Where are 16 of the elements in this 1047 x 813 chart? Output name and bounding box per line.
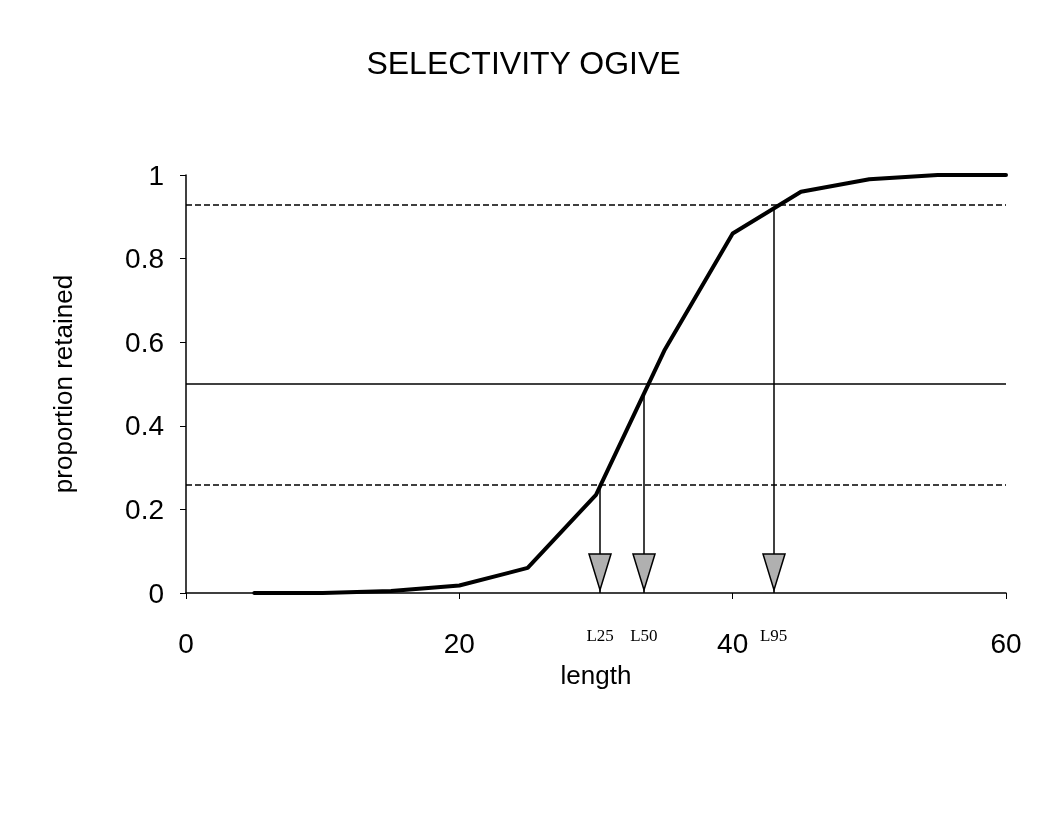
y-axis-title: proportion retained [48, 274, 78, 494]
y-tick-label: 0.8 [125, 243, 164, 275]
x-tick-label: 0 [178, 627, 194, 659]
x-tick-label: 20 [443, 627, 475, 659]
x-tick-label: 60 [990, 627, 1022, 659]
chart-title: SELECTIVITY OGIVE [366, 45, 681, 81]
y-tick-label: 0.4 [125, 410, 164, 442]
x-tick-label: 40 [717, 627, 749, 659]
x-axis-title: length [560, 659, 632, 690]
y-tick-label: 0 [148, 577, 164, 609]
y-tick-label: 0.2 [125, 493, 164, 525]
ref-line-label: L95 [759, 626, 788, 645]
ref-line-label: L25 [586, 626, 614, 645]
y-tick-label: 1 [148, 159, 164, 191]
ref-line-label: L50 [630, 626, 658, 645]
y-tick-label: 0.6 [125, 326, 164, 358]
